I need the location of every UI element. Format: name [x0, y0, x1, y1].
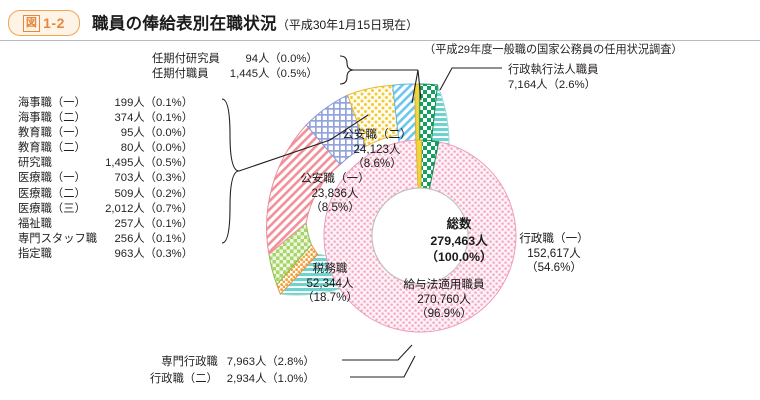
list-item: 海事職（二） 374人（0.1%） [18, 111, 193, 126]
list-item: 研究職 1,495人（0.5%） [18, 156, 193, 171]
annotation-label: 行政執行法人職員 [508, 64, 599, 76]
list-item-label: 教育職（一） [18, 127, 86, 140]
list-item: 教育職（一） 95人（0.0%） [18, 126, 193, 141]
slice-label-percent: （54.6%） [525, 261, 583, 275]
annotation-label: 任期付研究員 [152, 53, 220, 65]
annotation-label: 行政職（二） [150, 372, 218, 385]
slice-label-name: 税務職 [312, 262, 348, 275]
slice-label-name: 公安職（一） [300, 172, 370, 185]
list-item-value: 80人（0.0%） [120, 142, 194, 155]
list-item-value: 1,495人（0.5%） [105, 157, 194, 170]
donut-center-hole [371, 187, 469, 285]
annotation-row: 任期付職員 1,445人（0.5%） [152, 67, 318, 82]
annotation-row: 行政職（二） 2,934人（1.0%） [150, 371, 315, 388]
center-label-value: 279,463人 [430, 233, 488, 248]
list-item: 専門スタッフ職 256人（0.1%） [18, 232, 193, 247]
list-item-value: 703人（0.3%） [114, 172, 194, 185]
brace-left-list [221, 98, 240, 244]
list-item-value: 95人（0.0%） [120, 127, 194, 140]
list-item: 医療職（一） 703人（0.3%） [18, 171, 193, 186]
figure-glyph-icon: 図 [23, 14, 41, 32]
annotation-row: 任期付研究員 94人（0.0%） [152, 52, 318, 67]
bottom-annotation-group: 専門行政職 7,963人（2.8%） 行政職（二） 2,934人（1.0%） [150, 354, 315, 387]
slice-label-koan-2: 公安職（二） 24,123人 （8.6%） [330, 128, 424, 172]
list-item: 医療職（三） 2,012人（0.7%） [18, 202, 193, 217]
annotation-value: 7,164人（2.6%） [508, 79, 596, 91]
list-item: 海事職（一） 199人（0.1%） [18, 96, 193, 111]
list-item-label: 研究職 [18, 157, 52, 170]
list-item-value: 374人（0.1%） [114, 112, 194, 125]
slice-label-gyosei-1: 行政職（一） 152,617人 （54.6%） [498, 232, 610, 276]
left-category-list: 海事職（一） 199人（0.1%） 海事職（二） 374人（0.1%） 教育職（一）… [18, 96, 193, 262]
slice-label-value: 152,617人 [527, 246, 581, 260]
slice-label-kyuyoho: 給与法適用職員 270,760人 （96.9%） [382, 278, 506, 322]
annotation-value: 94人（0.0%） [245, 53, 318, 65]
page-title-main: 職員の俸給表別在職状況 [92, 15, 277, 33]
slice-label-name: 公安職（二） [342, 128, 412, 141]
slice-label-value: 24,123人 [353, 142, 401, 156]
list-item-label: 海事職（一） [18, 97, 86, 109]
slice-label-name: 行政職（一） [519, 232, 589, 245]
annotation-value: 2,934人（1.0%） [226, 372, 315, 385]
list-item-label: 指定職 [18, 247, 52, 260]
list-item-value: 257人（0.1%） [114, 217, 194, 230]
center-label-title: 総数 [446, 217, 472, 231]
header-divider [0, 40, 760, 42]
slice-label-value: 23,836人 [311, 186, 359, 200]
list-item-label: 医療職（一） [18, 172, 86, 185]
slice-label-percent: （8.5%） [310, 201, 360, 215]
slice-label-percent: （96.9%） [415, 307, 473, 321]
annotation-value: 7,963人（2.8%） [226, 356, 315, 368]
annotation-row: 専門行政職 7,963人（2.8%） [150, 354, 315, 371]
list-item-value: 509人（0.2%） [114, 187, 194, 200]
list-item: 教育職（二） 80人（0.0%） [18, 141, 193, 156]
list-item-label: 教育職（二） [18, 142, 86, 155]
figure-number: 1-2 [43, 15, 65, 31]
figure-header: 図 1-2 職員の俸給表別在職状況（平成30年1月15日現在） [0, 0, 760, 40]
center-label-percent: （100.0%） [425, 250, 493, 264]
list-item-value: 963人（0.3%） [114, 247, 194, 260]
list-item-label: 専門スタッフ職 [18, 232, 98, 245]
donut-center-label: 総数 279,463人 （100.0%） [398, 216, 520, 266]
list-item-value: 256人（0.1%） [114, 232, 194, 245]
figure-number-badge: 図 1-2 [8, 10, 80, 36]
list-item-label: 医療職（二） [18, 187, 86, 200]
page-title-suffix: （平成30年1月15日現在） [276, 18, 419, 32]
list-item-value: 2,012人（0.7%） [105, 202, 194, 215]
slice-label-percent: （18.7%） [301, 291, 359, 305]
list-item-label: 福祉職 [18, 217, 52, 230]
list-item: 指定職 963人（0.3%） [18, 247, 193, 262]
list-item: 福祉職 257人（0.1%） [18, 217, 193, 232]
list-item-value: 199人（0.1%） [114, 97, 194, 109]
slice-label-name: 給与法適用職員 [403, 278, 485, 291]
list-item: 医療職（二） 509人（0.2%） [18, 187, 193, 202]
slice-label-koan-1: 公安職（一） 23,836人 （8.5%） [288, 172, 382, 216]
slice-label-zeimu: 税務職 52,344人 （18.7%） [284, 262, 376, 306]
source-note: （平成29年度一般職の国家公務員の任用状況調査） [424, 44, 683, 56]
page-title: 職員の俸給表別在職状況（平成30年1月15日現在） [92, 10, 418, 34]
annotation-value: 1,445人（0.5%） [229, 68, 318, 80]
annotation-label: 専門行政職 [161, 356, 218, 368]
list-item-label: 医療職（三） [18, 202, 86, 215]
slice-label-percent: （8.6%） [352, 157, 402, 171]
slice-label-value: 270,760人 [417, 292, 471, 306]
list-item-label: 海事職（二） [18, 112, 86, 125]
right-annotation-group: 行政執行法人職員 7,164人（2.6%） [508, 63, 598, 93]
slice-label-value: 52,344人 [306, 276, 354, 290]
annotation-label: 任期付職員 [152, 68, 209, 80]
top-left-annotation-group: 任期付研究員 94人（0.0%） 任期付職員 1,445人（0.5%） [152, 52, 318, 82]
